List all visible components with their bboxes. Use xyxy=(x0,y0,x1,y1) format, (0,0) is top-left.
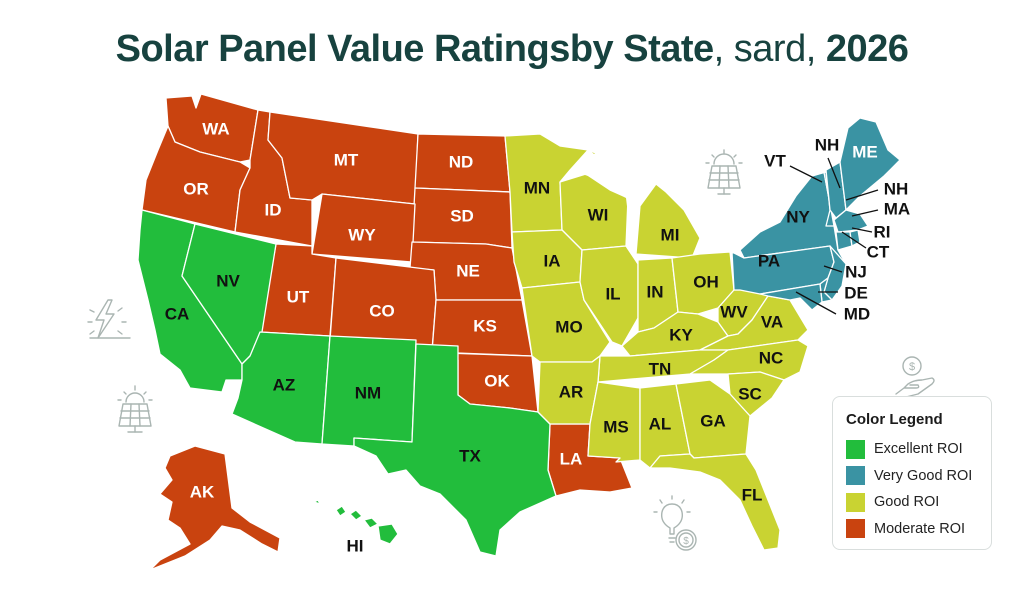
label-la: LA xyxy=(560,449,583,468)
hand-coin-icon: $ xyxy=(895,356,935,399)
label-in: IN xyxy=(647,282,664,301)
label-md: MD xyxy=(844,304,870,323)
great-lakes xyxy=(570,150,660,248)
title-subtitle: sard xyxy=(733,28,806,70)
label-oh: OH xyxy=(693,272,719,291)
label-ct: CT xyxy=(867,242,890,261)
legend-swatch-good xyxy=(846,492,865,512)
label-ga: GA xyxy=(700,411,726,430)
label-ne: NE xyxy=(456,261,480,280)
title-separator: , xyxy=(805,28,826,70)
svg-text:$: $ xyxy=(683,536,689,547)
legend-label: Good ROI xyxy=(874,494,940,511)
legend-item-good: Good ROI xyxy=(846,489,991,516)
title-main: Solar Panel Value Ratingsby State xyxy=(115,28,715,70)
label-ks: KS xyxy=(473,316,497,335)
legend-swatch-moderate xyxy=(846,519,865,539)
legend-item-excellent: Excellent ROI xyxy=(846,436,991,463)
solar-panel-icon xyxy=(705,149,743,195)
legend-label: Very Good ROI xyxy=(874,467,973,484)
label-de: DE xyxy=(844,283,868,302)
label-nv: NV xyxy=(216,271,240,290)
solar-panel-icon xyxy=(117,385,153,433)
label-tx: TX xyxy=(459,446,481,465)
label-ma: MA xyxy=(884,199,910,218)
state-hi[interactable] xyxy=(313,499,399,545)
label-tn: TN xyxy=(649,359,672,378)
great-lakes xyxy=(700,238,740,254)
label-nj: NJ xyxy=(845,262,867,281)
state-mn[interactable] xyxy=(504,133,589,233)
label-az: AZ xyxy=(273,375,296,394)
lightning-bolt-icon xyxy=(87,299,131,339)
label-nm: NM xyxy=(355,383,381,402)
label-al: AL xyxy=(649,414,672,433)
label-wi: WI xyxy=(588,205,609,224)
label-mt: MT xyxy=(334,150,359,169)
label-sd: SD xyxy=(450,206,474,225)
label-sc: SC xyxy=(738,384,762,403)
label-wv: WV xyxy=(720,302,748,321)
state-va[interactable] xyxy=(699,295,809,351)
label-ri: RI xyxy=(874,222,891,241)
legend-item-very-good: Very Good ROI xyxy=(846,463,991,490)
legend-title: Color Legend xyxy=(846,411,943,428)
legend-label: Excellent ROI xyxy=(874,441,963,458)
legend-item-moderate: Moderate ROI xyxy=(846,516,991,543)
label-wy: WY xyxy=(348,225,376,244)
label-ms: MS xyxy=(603,417,629,436)
label-ny: NY xyxy=(786,207,810,226)
label-wa: WA xyxy=(202,119,229,138)
legend-swatch-very-good xyxy=(846,466,865,486)
label-or: OR xyxy=(183,179,209,198)
label-va: VA xyxy=(761,312,783,331)
legend-swatch-excellent xyxy=(846,439,865,459)
legend-label: Moderate ROI xyxy=(874,520,966,537)
label-nh-top: NH xyxy=(815,135,840,154)
label-ca: CA xyxy=(165,304,190,323)
label-id: ID xyxy=(265,200,282,219)
label-fl: FL xyxy=(742,485,763,504)
label-ia: IA xyxy=(544,251,561,270)
label-mi: MI xyxy=(661,225,680,244)
page-title: Solar Panel Value Ratingsby State, sard,… xyxy=(0,28,1024,71)
state-md[interactable] xyxy=(759,283,823,311)
color-legend: Color Legend Excellent ROI Very Good ROI… xyxy=(832,396,992,550)
label-pa: PA xyxy=(758,251,780,270)
state-ak[interactable] xyxy=(149,445,281,571)
state-fl[interactable] xyxy=(649,453,781,551)
state-tx[interactable] xyxy=(353,343,557,557)
title-separator: , xyxy=(713,28,734,70)
label-nd: ND xyxy=(449,152,474,171)
label-leaders xyxy=(789,157,879,315)
lightbulb-dollar-icon: $ xyxy=(653,495,697,551)
label-mn: MN xyxy=(524,178,550,197)
label-mo: MO xyxy=(555,317,582,336)
label-hi: HI xyxy=(347,536,364,555)
label-nc: NC xyxy=(759,348,784,367)
label-co: CO xyxy=(369,301,395,320)
label-ak: AK xyxy=(190,482,215,501)
state-ct[interactable] xyxy=(835,231,853,251)
label-ok: OK xyxy=(484,371,510,390)
label-il: IL xyxy=(605,284,620,303)
label-me: ME xyxy=(852,142,878,161)
label-ky: KY xyxy=(669,325,693,344)
svg-text:$: $ xyxy=(909,361,915,373)
label-nh-right: NH xyxy=(884,179,909,198)
state-me[interactable] xyxy=(839,117,901,211)
label-ut: UT xyxy=(287,287,310,306)
label-vt: VT xyxy=(764,151,786,170)
label-ar: AR xyxy=(559,382,584,401)
state-labels: WA OR ID MT ND SD WY NE UT CO KS OK LA A… xyxy=(165,119,911,555)
title-year: 2026 xyxy=(825,28,909,70)
